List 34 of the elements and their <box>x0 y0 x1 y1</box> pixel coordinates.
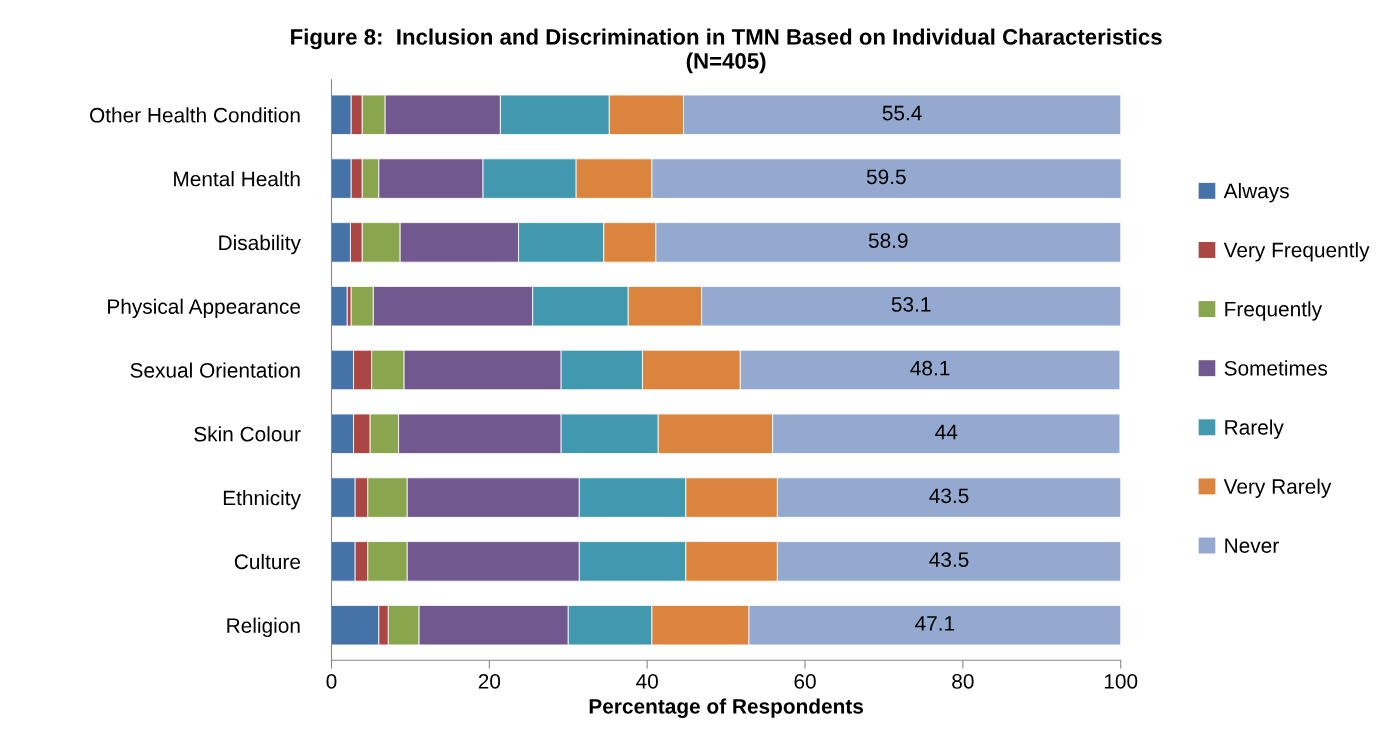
data-label: 55.4 <box>882 105 922 121</box>
legend-label: Never <box>1225 538 1279 553</box>
y-tick-label: Ethnicity <box>223 490 301 510</box>
y-tick-label: Other Health Condition <box>90 107 300 123</box>
x-tick-label: 20 <box>478 674 501 689</box>
data-label: 48.1 <box>910 360 950 376</box>
x-axis-title: Percentage of Respondents <box>589 698 864 718</box>
x-tick-label: 100 <box>1104 674 1138 689</box>
y-tick-label: Sexual Orientation <box>130 362 300 378</box>
legend-label: Rarely <box>1225 419 1284 439</box>
x-tick-label: 60 <box>794 674 816 689</box>
bar <box>331 285 348 327</box>
x-tick-label: 0 <box>326 674 337 689</box>
x-tick-label: 80 <box>952 674 974 689</box>
data-label: 59.5 <box>866 169 906 185</box>
y-tick-label: Physical Appearance <box>108 298 301 319</box>
y-tick-label: Mental Health <box>174 171 300 187</box>
legend-label: Very Rarely <box>1223 478 1332 498</box>
data-label: 58.9 <box>868 233 908 248</box>
chart-title: Figure 8: Inclusion and Discrimination in TMN Based on Individual Characteristics (N=405) <box>291 28 1162 74</box>
legend-label: Very Frequently <box>1223 242 1370 262</box>
legend-label: Always <box>1223 182 1289 203</box>
data-label: 44 <box>935 424 958 440</box>
y-tick-label: Culture <box>234 553 301 570</box>
y-tick-label: Disability <box>219 234 301 255</box>
x-tick-label: 40 <box>636 674 658 689</box>
legend-label: Frequently <box>1225 301 1323 321</box>
data-label: 43.5 <box>929 552 969 567</box>
y-tick-label: Skin Colour <box>194 426 301 442</box>
data-label: 47.1 <box>915 616 955 631</box>
data-label: 53.1 <box>891 297 931 312</box>
data-label: 43.5 <box>929 488 969 504</box>
legend-label: Sometimes <box>1224 360 1328 376</box>
y-tick-label: Religion <box>227 617 300 638</box>
